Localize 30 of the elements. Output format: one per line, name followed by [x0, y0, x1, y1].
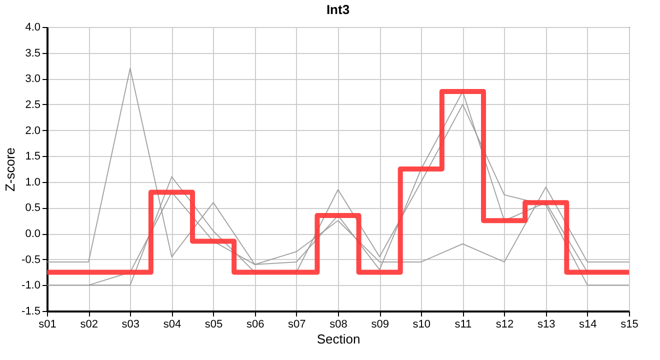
y-tick-label: 2.0	[25, 124, 40, 137]
y-axis-title: Z-score	[2, 147, 18, 192]
x-tick-label: s15	[620, 318, 638, 330]
x-tick-label: s05	[204, 318, 223, 330]
x-tick-label: s01	[38, 318, 56, 330]
x-tick-label: s09	[371, 318, 389, 330]
x-tick-label: s02	[80, 318, 98, 330]
x-tick-label: s04	[163, 318, 182, 330]
x-tick-label: s11	[454, 318, 472, 330]
chart-title: Int3	[326, 2, 350, 17]
y-tick-label: 0.0	[25, 228, 40, 240]
y-tick-label: -1.0	[22, 280, 40, 292]
y-tick-label: -0.5	[22, 254, 40, 266]
y-tick-label: 4.0	[25, 22, 40, 34]
y-tick-label: 3.5	[25, 47, 40, 60]
x-tick-label: s13	[537, 318, 556, 330]
y-tick-label: 2.5	[25, 98, 40, 111]
x-axis-title: Section	[316, 332, 360, 346]
x-tick-label: s06	[246, 318, 264, 330]
x-tick-label: s12	[496, 318, 514, 330]
x-tick-label: s03	[122, 318, 140, 330]
y-tick-label: -1.5	[22, 306, 40, 318]
y-tick-label: 0.5	[25, 202, 40, 214]
x-tick-label: s14	[579, 318, 597, 330]
y-tick-label: 3.0	[25, 73, 40, 86]
y-tick-label: 1.5	[25, 150, 40, 163]
x-tick-label: s07	[288, 318, 306, 330]
x-tick-label: s10	[412, 318, 431, 330]
x-tick-label: s08	[330, 318, 348, 330]
y-tick-label: 1.0	[25, 176, 40, 188]
